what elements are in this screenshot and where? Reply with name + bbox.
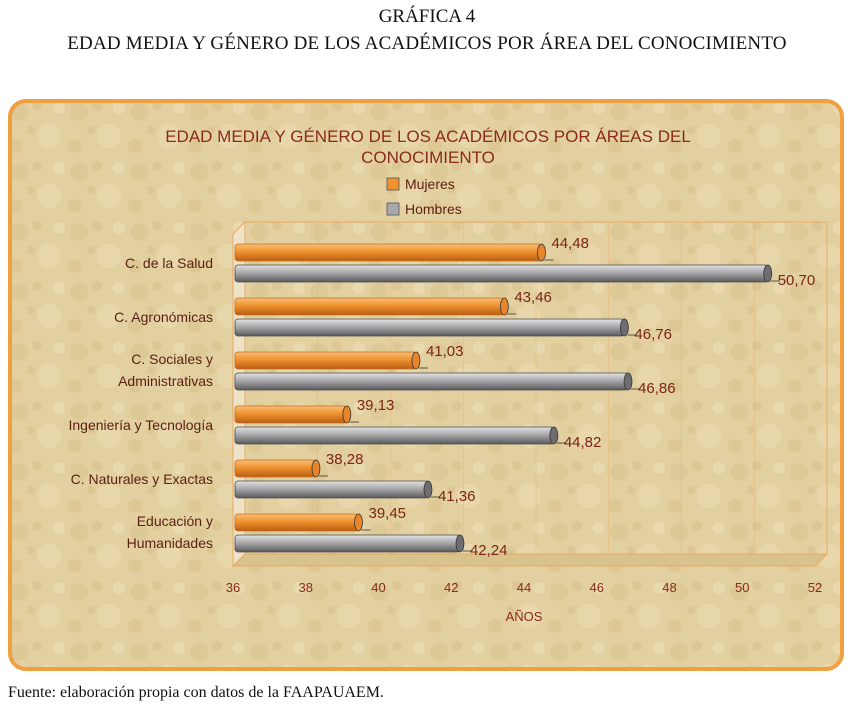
bar-mujeres bbox=[234, 243, 542, 262]
bar-mujeres bbox=[234, 297, 505, 316]
x-tick-label: 38 bbox=[299, 580, 313, 595]
category-label: C. Sociales y bbox=[131, 351, 213, 367]
figure-label: GRÁFICA 4 bbox=[378, 6, 476, 27]
bar-cap bbox=[354, 513, 363, 532]
category-label: Administrativas bbox=[118, 373, 213, 389]
data-label: 44,48 bbox=[551, 235, 589, 252]
bar-hombres bbox=[234, 264, 769, 283]
legend-label-hombres: Hombres bbox=[405, 201, 462, 217]
legend-label-mujeres: Mujeres bbox=[405, 176, 455, 192]
bar-hombres bbox=[234, 318, 625, 337]
data-label: 41,36 bbox=[438, 488, 476, 505]
data-label: 42,24 bbox=[470, 542, 508, 559]
data-label: 43,46 bbox=[514, 289, 552, 306]
data-label: 39,45 bbox=[368, 505, 406, 522]
bar-cap bbox=[623, 372, 633, 391]
category-label: Ingeniería y Tecnología bbox=[68, 417, 213, 433]
legend-swatch-mujeres bbox=[386, 177, 400, 191]
plot-floor bbox=[231, 553, 829, 567]
figure-caption-title: EDAD MEDIA Y GÉNERO DE LOS ACADÉMICOS PO… bbox=[67, 33, 787, 54]
bar-mujeres bbox=[234, 459, 317, 478]
bar-hombres bbox=[234, 534, 461, 553]
x-tick-label: 42 bbox=[444, 580, 458, 595]
bar-hombres bbox=[234, 426, 555, 445]
category-label: Educación y bbox=[137, 513, 213, 529]
bar-cap bbox=[411, 351, 421, 370]
data-label: 44,82 bbox=[564, 434, 602, 451]
bar-mujeres bbox=[234, 351, 417, 370]
chart-title-line-1: EDAD MEDIA Y GÉNERO DE LOS ACADÉMICOS PO… bbox=[165, 127, 691, 146]
bar-cap bbox=[342, 405, 352, 424]
bar-cap bbox=[455, 534, 465, 553]
plot-area: 36 38 40 42 44 46 48 50 52 AÑOS 44,48 50,70 C. de la… bbox=[68, 220, 829, 624]
bar-mujeres bbox=[234, 513, 359, 532]
data-label: 46,76 bbox=[634, 326, 672, 343]
x-tick-label: 52 bbox=[808, 580, 822, 595]
x-tick-label: 44 bbox=[517, 580, 531, 595]
data-label: 50,70 bbox=[778, 272, 816, 289]
bar-cap bbox=[499, 297, 509, 316]
legend: Mujeres Hombres bbox=[386, 176, 462, 217]
category-label: C. Agronómicas bbox=[114, 309, 213, 325]
x-tick-label: 48 bbox=[662, 580, 676, 595]
bar-cap bbox=[537, 243, 546, 262]
data-label: 39,13 bbox=[357, 397, 395, 414]
data-label: 41,03 bbox=[426, 343, 464, 360]
data-label: 46,86 bbox=[638, 380, 676, 397]
legend-swatch-hombres bbox=[386, 202, 400, 216]
x-tick-label: 36 bbox=[226, 580, 240, 595]
bar-cap bbox=[763, 264, 773, 283]
bar-hombres bbox=[234, 480, 429, 499]
category-label: C. Naturales y Exactas bbox=[71, 471, 213, 487]
category-label: Humanidades bbox=[127, 535, 213, 551]
chart-title-line-2: CONOCIMIENTO bbox=[361, 148, 495, 167]
x-axis-label: AÑOS bbox=[506, 609, 543, 624]
bar-hombres bbox=[234, 372, 629, 391]
x-tick-label: 40 bbox=[371, 580, 385, 595]
x-tick-label: 50 bbox=[735, 580, 749, 595]
category-label: C. de la Salud bbox=[125, 255, 213, 271]
bar-cap bbox=[619, 318, 629, 337]
bar-cap bbox=[549, 426, 559, 445]
bar-cap bbox=[423, 480, 433, 499]
source-note: Fuente: elaboración propia con datos de … bbox=[8, 684, 384, 701]
x-tick-label: 46 bbox=[590, 580, 604, 595]
bar-cap bbox=[311, 459, 321, 478]
data-label: 38,28 bbox=[326, 451, 364, 468]
bar-mujeres bbox=[234, 405, 348, 424]
bar-chart: EDAD MEDIA Y GÉNERO DE LOS ACADÉMICOS PO… bbox=[8, 99, 844, 671]
